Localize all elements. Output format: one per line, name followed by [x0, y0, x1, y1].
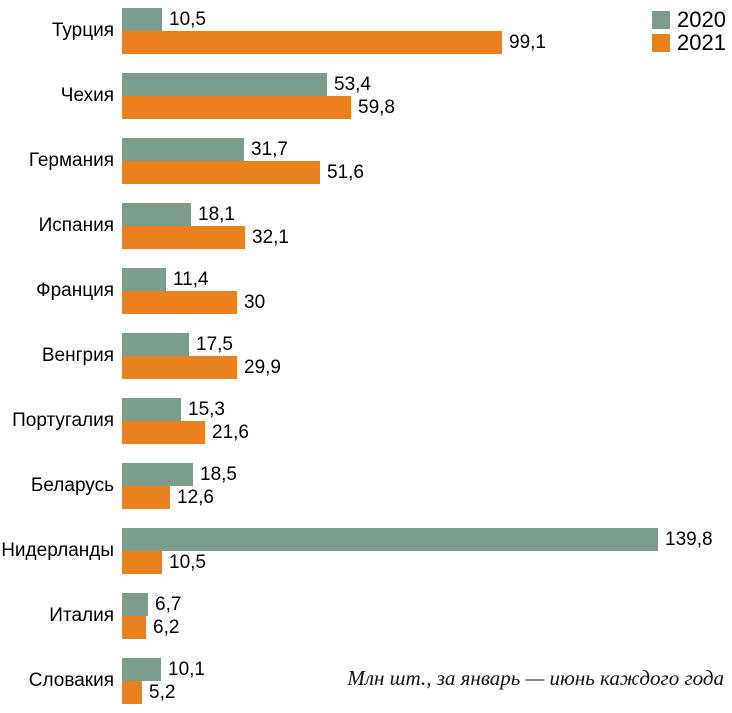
value-label-2020: 139,8	[665, 529, 713, 550]
bar-2021	[122, 226, 245, 249]
bar-2020	[122, 333, 189, 356]
bar-group: Франция 11,4 30	[0, 268, 732, 314]
bar-2021	[122, 356, 237, 379]
value-label-2020: 18,5	[200, 464, 237, 485]
value-label-2020: 10,1	[168, 659, 205, 680]
value-label-2020: 11,4	[173, 269, 209, 290]
bar-group: Германия 31,7 51,6	[0, 138, 732, 184]
bar-2020	[122, 138, 244, 161]
legend-item-2021: 2021	[652, 32, 726, 54]
value-label-2021: 32,1	[252, 227, 289, 248]
category-label: Португалия	[12, 410, 114, 431]
category-label: Турция	[51, 20, 114, 41]
value-label-2020: 15,3	[188, 399, 225, 420]
legend-item-2020: 2020	[652, 9, 726, 31]
bar-2021	[122, 421, 205, 444]
bar-2021	[122, 291, 237, 314]
category-label: Италия	[49, 605, 114, 626]
value-label-2021: 10,5	[169, 552, 206, 573]
bar-group: Испания 18,1 32,1	[0, 203, 732, 249]
bar-group: Нидерланды 139,8 10,5	[0, 528, 732, 574]
value-label-2020: 10,5	[169, 9, 206, 30]
bar-group: Италия 6,7 6,2	[0, 593, 732, 639]
bar-2020	[122, 268, 166, 291]
value-label-2021: 29,9	[244, 357, 281, 378]
bar-2021	[122, 681, 142, 704]
bar-2020	[122, 528, 658, 551]
legend-label: 2021	[677, 30, 726, 55]
value-label-2021: 6,2	[153, 617, 180, 638]
value-label-2021: 59,8	[358, 97, 395, 118]
value-label-2021: 51,6	[327, 162, 364, 183]
category-label: Венгрия	[41, 345, 114, 366]
bar-2021	[122, 161, 320, 184]
category-label: Чехия	[60, 85, 114, 106]
value-label-2020: 6,7	[155, 594, 182, 615]
value-label-2020: 18,1	[198, 204, 235, 225]
bar-2020	[122, 463, 193, 486]
value-label-2021: 12,6	[177, 487, 214, 508]
bar-2020	[122, 398, 181, 421]
bar-2020	[122, 8, 162, 31]
category-label: Германия	[28, 150, 114, 171]
bar-2021	[122, 486, 170, 509]
value-label-2020: 53,4	[334, 74, 371, 95]
category-label: Испания	[38, 215, 114, 236]
legend: 2020 2021	[652, 9, 726, 55]
bar-group: Чехия 53,4 59,8	[0, 73, 732, 119]
value-label-2021: 30	[244, 292, 266, 313]
bar-group: Португалия 15,3 21,6	[0, 398, 732, 444]
bar-group: Беларусь 18,5 12,6	[0, 463, 732, 509]
legend-label: 2020	[677, 7, 726, 32]
bar-2021	[122, 96, 351, 119]
category-label: Словакия	[28, 670, 114, 691]
bar-group: Словакия 10,1 5,2	[0, 658, 732, 704]
category-label: Беларусь	[30, 475, 114, 496]
value-label-2020: 31,7	[251, 139, 288, 160]
category-label: Франция	[36, 280, 114, 301]
bar-group: Турция 10,5 99,1	[0, 8, 732, 54]
bar-2021	[122, 31, 502, 54]
value-label-2021: 5,2	[149, 682, 176, 703]
bar-2021	[122, 551, 162, 574]
category-label: Нидерланды	[1, 540, 114, 561]
value-label-2020: 17,5	[196, 334, 233, 355]
legend-swatch-icon	[652, 11, 671, 29]
legend-swatch-icon	[652, 34, 671, 52]
chart-caption: Млн шт., за январь — июнь каждого года	[347, 666, 724, 690]
bar-2020	[122, 658, 161, 681]
bar-2020	[122, 203, 191, 226]
value-label-2021: 99,1	[509, 32, 546, 53]
bar-2021	[122, 616, 146, 639]
bar-2020	[122, 73, 327, 96]
bar-group: Венгрия 17,5 29,9	[0, 333, 732, 379]
value-label-2021: 21,6	[212, 422, 249, 443]
bar-2020	[122, 593, 148, 616]
